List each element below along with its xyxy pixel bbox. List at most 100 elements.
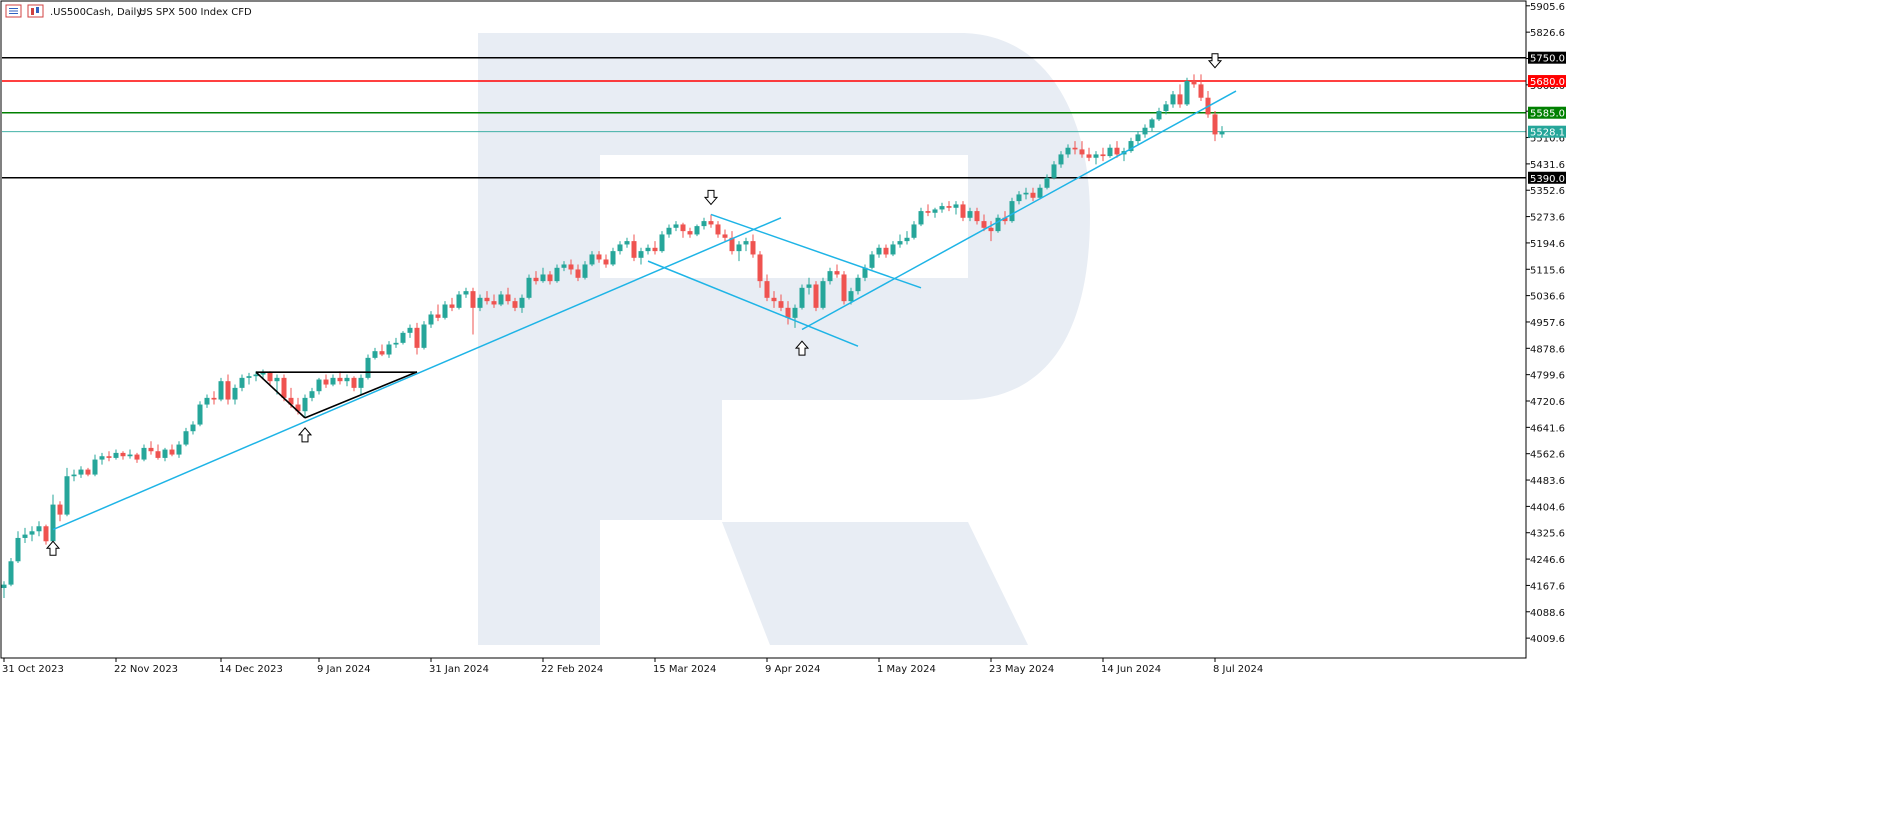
- candle: [470, 287, 476, 335]
- candle: [141, 444, 147, 462]
- candle: [1142, 124, 1148, 138]
- candle: [407, 324, 413, 338]
- candle: [848, 287, 854, 305]
- candle: [568, 259, 574, 275]
- triangle-bottom[interactable]: [304, 371, 418, 419]
- candle: [484, 291, 490, 305]
- candle: [246, 372, 252, 385]
- candle: [505, 287, 511, 305]
- candle: [127, 449, 133, 459]
- candle: [1058, 151, 1064, 168]
- y-tick-label: 5510.6: [1530, 134, 1565, 145]
- candle: [232, 384, 238, 405]
- y-tick-label: 4246.6: [1530, 555, 1565, 566]
- candle: [799, 284, 805, 310]
- candle: [1205, 91, 1211, 118]
- candle: [36, 521, 42, 537]
- candle: [932, 207, 938, 218]
- main-uptrend[interactable]: [52, 217, 782, 531]
- y-tick-label: 4957.6: [1530, 318, 1565, 329]
- candle: [806, 277, 812, 295]
- candle: [50, 494, 56, 543]
- candle: [869, 251, 875, 270]
- candle: [309, 387, 315, 402]
- candle: [813, 281, 819, 312]
- candle: [1170, 91, 1176, 108]
- candle: [1, 581, 7, 598]
- candle: [981, 214, 987, 232]
- candle: [904, 231, 910, 245]
- candle: [554, 264, 560, 283]
- resistance-red-label: 5680.0: [1530, 77, 1565, 88]
- indicators-icon[interactable]: [5, 4, 22, 18]
- candle: [239, 374, 245, 392]
- candle: [267, 371, 273, 385]
- candle: [540, 267, 546, 283]
- candle: [1198, 74, 1204, 102]
- resistance-green-tag: [1528, 106, 1566, 119]
- candle: [722, 229, 728, 242]
- candle: [512, 297, 518, 312]
- candle: [953, 201, 959, 215]
- candle: [323, 374, 329, 388]
- candle: [218, 377, 224, 402]
- candle: [1072, 141, 1078, 155]
- candle: [1100, 147, 1106, 162]
- candle: [533, 271, 539, 285]
- chart-type-icon[interactable]: [27, 4, 44, 18]
- arrow-down-2-icon: [1207, 53, 1223, 69]
- current-price-label: 5528.1: [1530, 128, 1565, 139]
- chart-window: 5905.65826.65747.65668.65589.65510.65431…: [0, 0, 1568, 680]
- candle: [897, 234, 903, 248]
- candle: [659, 231, 665, 253]
- candle: [183, 427, 189, 447]
- candle: [918, 207, 924, 227]
- candle: [1191, 74, 1197, 88]
- candle: [757, 251, 763, 288]
- candle: [778, 294, 784, 312]
- candle: [1009, 197, 1015, 223]
- channel-upper[interactable]: [710, 213, 922, 289]
- triangle-left[interactable]: [255, 371, 306, 419]
- candle: [211, 391, 217, 405]
- candle: [589, 251, 595, 267]
- candle: [729, 231, 735, 255]
- candle: [785, 301, 791, 325]
- x-tick-label: 22 Feb 2024: [541, 664, 603, 675]
- candle: [463, 287, 469, 298]
- candle: [694, 224, 700, 237]
- candle: [358, 374, 364, 395]
- candle: [351, 376, 357, 392]
- candle: [1184, 77, 1190, 107]
- candle: [911, 221, 917, 240]
- x-tick-label: 23 May 2024: [989, 664, 1054, 675]
- watermark-r-leg: [722, 522, 1028, 645]
- candle: [43, 524, 49, 545]
- candle: [1128, 137, 1134, 153]
- candle: [575, 264, 581, 282]
- candle: [701, 217, 707, 230]
- candle: [673, 221, 679, 232]
- candle: [113, 449, 119, 460]
- candle: [939, 202, 945, 213]
- candle: [855, 274, 861, 295]
- price-chart[interactable]: 5905.65826.65747.65668.65589.65510.65431…: [0, 0, 1568, 680]
- candle: [71, 469, 77, 482]
- candle: [414, 322, 420, 355]
- candle: [281, 374, 287, 402]
- candle: [638, 247, 644, 265]
- candle: [1037, 184, 1043, 200]
- second-uptrend[interactable]: [801, 90, 1237, 331]
- candle: [456, 291, 462, 310]
- channel-lower[interactable]: [647, 260, 859, 347]
- resistance-black-tag: [1528, 51, 1566, 64]
- candle: [29, 526, 35, 542]
- candle: [64, 467, 70, 517]
- y-tick-label: 5352.6: [1530, 186, 1565, 197]
- candle: [680, 222, 686, 238]
- candle: [995, 214, 1001, 233]
- candle: [99, 452, 105, 465]
- y-tick-label: 5273.6: [1530, 213, 1565, 224]
- arrow-up-2-icon: [297, 427, 313, 443]
- support-black-tag: [1528, 171, 1566, 184]
